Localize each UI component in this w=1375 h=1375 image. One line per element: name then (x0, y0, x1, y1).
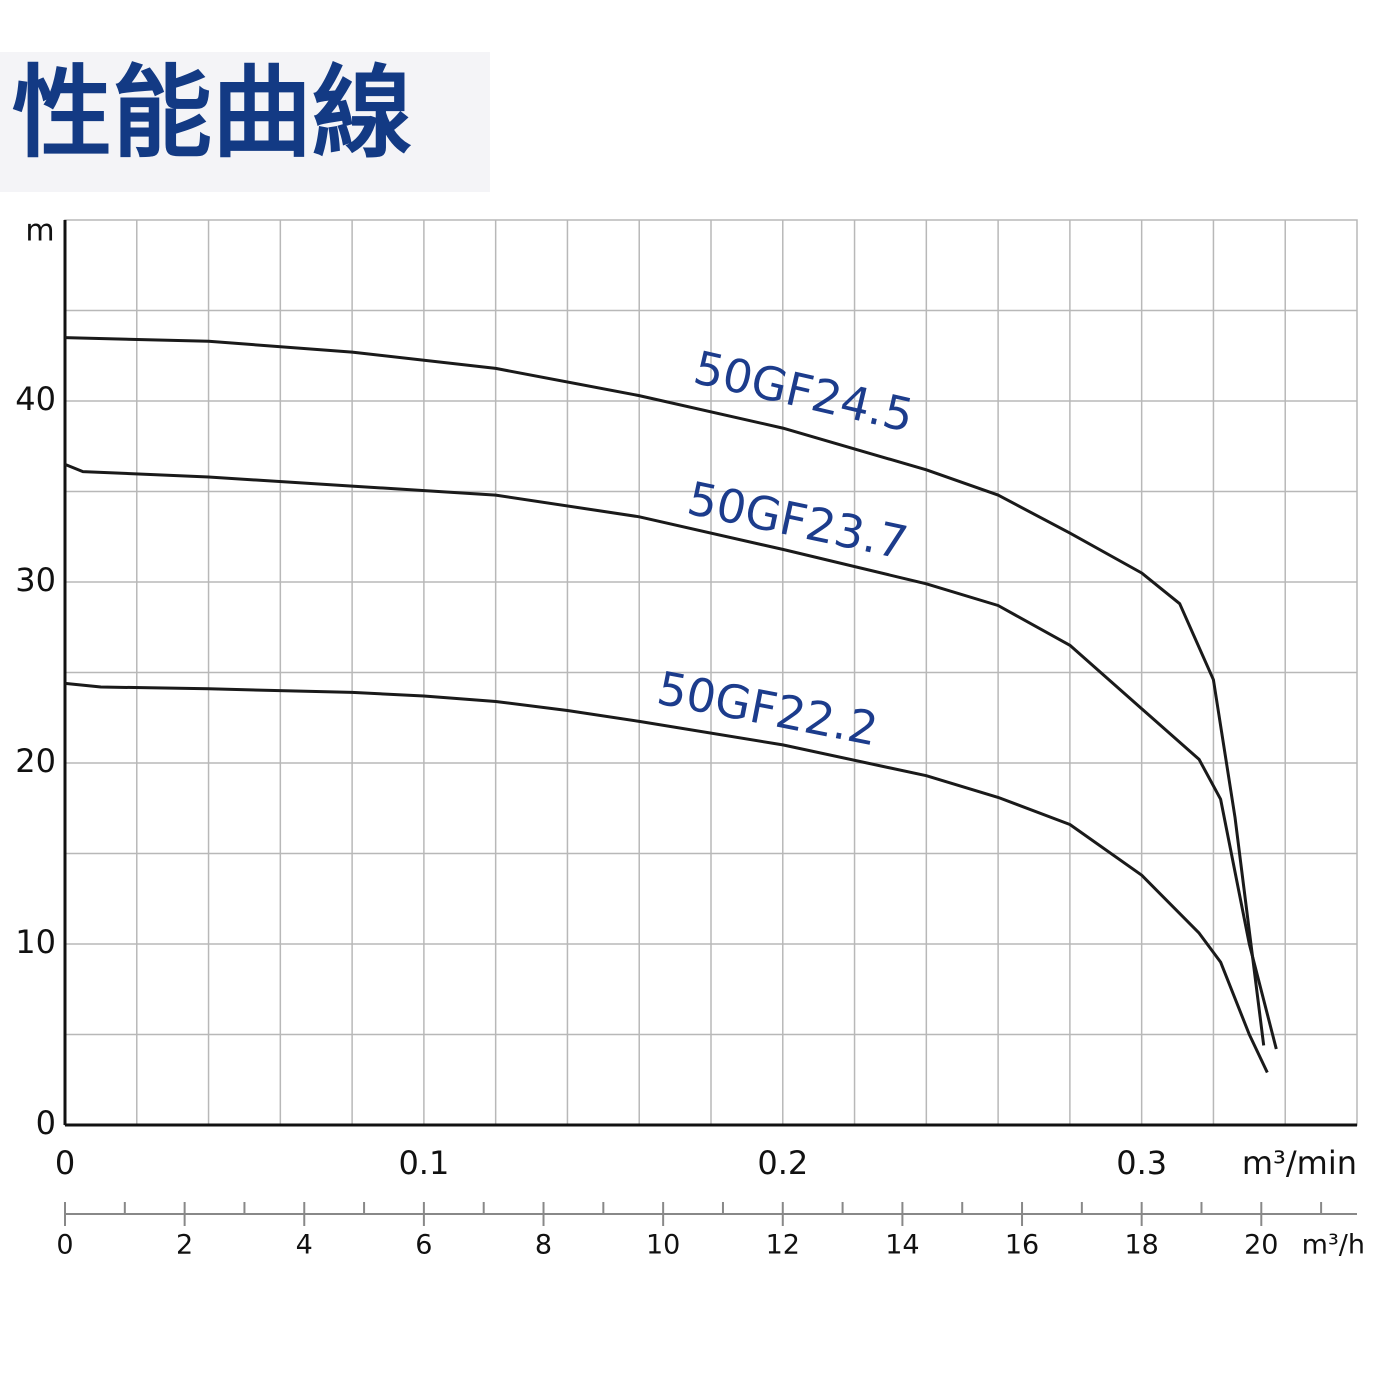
x-tick-label: 0.2 (757, 1144, 808, 1182)
x-tick-label: 0.1 (398, 1144, 449, 1182)
y-tick-label: 40 (15, 380, 56, 418)
x2-tick-label: 20 (1244, 1230, 1278, 1261)
x-axis-label: m³/min (1242, 1144, 1357, 1182)
x2-tick-label: 0 (56, 1230, 73, 1261)
x2-axis-label: m³/h (1302, 1230, 1365, 1261)
curve (64, 681, 1269, 1074)
series-label: 50GF23.7 (683, 471, 912, 570)
chart-title: 性能曲線 (12, 54, 412, 171)
y-tick-label: 0 (36, 1104, 56, 1142)
y-axis-label: m (25, 214, 54, 249)
series-label: 50GF24.5 (689, 340, 918, 443)
x2-tick-label: 4 (296, 1230, 313, 1261)
y-tick-label: 30 (15, 561, 56, 599)
y-tick-label: 10 (15, 923, 56, 961)
title-band (0, 52, 490, 192)
x2-tick-label: 12 (766, 1230, 800, 1261)
x2-tick-label: 10 (646, 1230, 680, 1261)
x2-tick-label: 18 (1124, 1230, 1158, 1261)
x2-tick-label: 8 (535, 1230, 552, 1261)
y-tick-label: 20 (15, 742, 56, 780)
x2-tick-label: 16 (1005, 1230, 1039, 1261)
x2-tick-label: 14 (885, 1230, 919, 1261)
x-tick-label: 0 (55, 1144, 75, 1182)
curve (64, 463, 1278, 1050)
x2-tick-label: 6 (415, 1230, 432, 1261)
x2-tick-label: 2 (176, 1230, 193, 1261)
x-tick-label: 0.3 (1116, 1144, 1167, 1182)
curve (64, 336, 1266, 1046)
